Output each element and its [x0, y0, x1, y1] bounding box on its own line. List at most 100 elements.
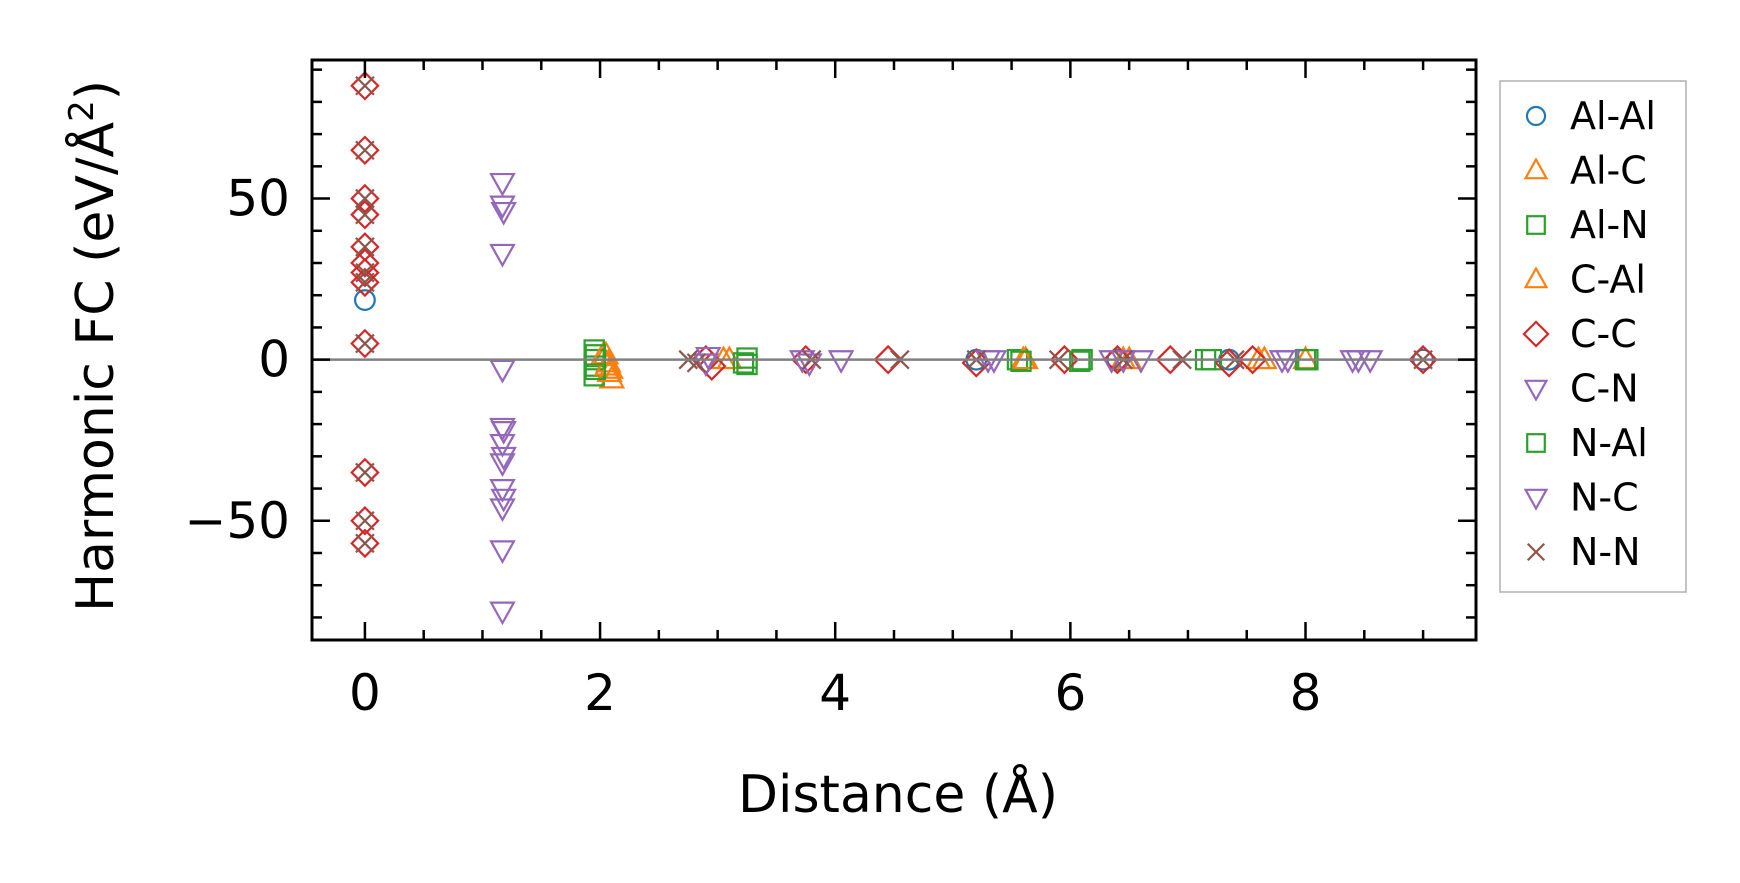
legend-marker	[1526, 433, 1546, 453]
data-point	[350, 135, 380, 165]
legend: Al-Al Al-C Al-N C-Al C-C C-N N-Al N-C N-N	[1499, 80, 1687, 593]
data-point	[1115, 345, 1143, 370]
data-point	[596, 358, 623, 383]
data-point	[489, 601, 516, 626]
data-point	[736, 353, 758, 376]
series-n-c	[490, 201, 1366, 513]
x-tick-label: 8	[1290, 664, 1322, 722]
data-point	[490, 201, 517, 226]
data-point	[355, 533, 375, 554]
data-point	[353, 289, 376, 311]
y-axis-label-close: )	[66, 80, 126, 100]
data-point	[732, 352, 755, 374]
data-point	[350, 183, 380, 214]
data-point	[1127, 350, 1155, 374]
data-point	[489, 195, 516, 220]
legend-label: C-Al	[1570, 258, 1646, 302]
data-point	[350, 71, 380, 101]
y-axis-label: Harmonic FC (eV/Å2)	[62, 80, 126, 612]
data-point	[355, 188, 375, 209]
legend-marker	[1523, 266, 1549, 289]
data-point	[1098, 350, 1125, 374]
legend-marker	[1523, 488, 1549, 511]
data-point	[350, 506, 380, 536]
series-c-n	[489, 172, 1384, 626]
data-point	[1010, 350, 1032, 372]
data-point	[355, 237, 375, 257]
data-point	[974, 350, 1002, 374]
data-point	[350, 199, 380, 230]
legend-label: Al-N	[1570, 203, 1649, 247]
data-point	[355, 75, 375, 96]
series-n-al	[584, 344, 1319, 381]
data-point	[583, 365, 605, 387]
data-point	[697, 351, 727, 381]
data-point	[1237, 344, 1268, 375]
data-point	[796, 353, 823, 378]
data-point	[350, 457, 380, 488]
legend-entry: N-N	[1526, 530, 1641, 574]
legend-label: N-C	[1570, 476, 1639, 520]
data-point	[355, 333, 375, 354]
x-tick-label: 6	[1054, 664, 1086, 722]
data-point	[355, 262, 375, 283]
axis-ticks	[312, 60, 1476, 640]
data-point	[489, 172, 516, 197]
legend-label: Al-C	[1570, 149, 1647, 193]
data-point	[686, 353, 707, 373]
legend-box	[1499, 80, 1687, 593]
data-point	[355, 462, 375, 483]
data-point	[350, 257, 380, 288]
data-point	[1408, 344, 1438, 375]
legend-marker	[1522, 320, 1550, 348]
legend-label: N-N	[1570, 530, 1641, 574]
data-point	[350, 528, 380, 559]
legend-entry: Al-Al	[1525, 94, 1656, 138]
y-axis-label-main: Harmonic FC (eV/Å	[64, 121, 126, 612]
series-al-n	[583, 339, 1317, 387]
data-point	[489, 359, 516, 384]
legend-entry: C-C	[1522, 312, 1637, 356]
series-al-al	[353, 289, 1435, 371]
data-point	[350, 328, 380, 359]
y-tick-label: −50	[184, 492, 290, 550]
legend-marker	[1523, 379, 1549, 402]
series-c-c	[350, 71, 1438, 559]
data-point	[1339, 350, 1366, 374]
legend-entry: N-Al	[1526, 421, 1648, 465]
data-markers	[350, 71, 1438, 626]
data-point	[490, 446, 517, 471]
data-point	[827, 350, 855, 374]
data-point	[1069, 350, 1091, 372]
x-tick-label: 2	[584, 664, 616, 722]
legend-label: Al-Al	[1570, 94, 1656, 138]
data-point	[490, 421, 517, 445]
legend-entry: Al-N	[1526, 203, 1649, 247]
data-point	[489, 540, 516, 565]
data-point	[355, 140, 375, 160]
data-point	[1292, 345, 1319, 370]
data-point	[1010, 345, 1037, 370]
legend-marker	[1526, 215, 1546, 235]
series-n-n	[355, 75, 1433, 554]
legend-label: C-N	[1570, 367, 1639, 411]
data-point	[350, 267, 380, 298]
data-point	[1356, 350, 1384, 374]
axis-tick-labels: 0 2 4 6 8 −50 0 50	[184, 170, 1321, 722]
legend-marker	[1526, 542, 1546, 562]
y-tick-label: 50	[226, 170, 290, 228]
legend-entries: Al-Al Al-C Al-N C-Al C-C C-N N-Al N-C N-N	[1522, 94, 1656, 574]
data-point	[355, 511, 375, 531]
data-point	[489, 433, 516, 458]
data-point	[489, 243, 516, 268]
legend-label: C-C	[1570, 312, 1637, 356]
data-point	[1274, 350, 1302, 374]
data-point	[355, 272, 375, 293]
y-tick-label: 0	[258, 331, 290, 389]
data-point	[489, 453, 516, 478]
y-axis-label-superscript: 2	[62, 100, 102, 122]
legend-entry: C-N	[1523, 367, 1639, 411]
x-axis-label: Distance (Å)	[738, 763, 1058, 825]
data-point	[489, 498, 516, 523]
